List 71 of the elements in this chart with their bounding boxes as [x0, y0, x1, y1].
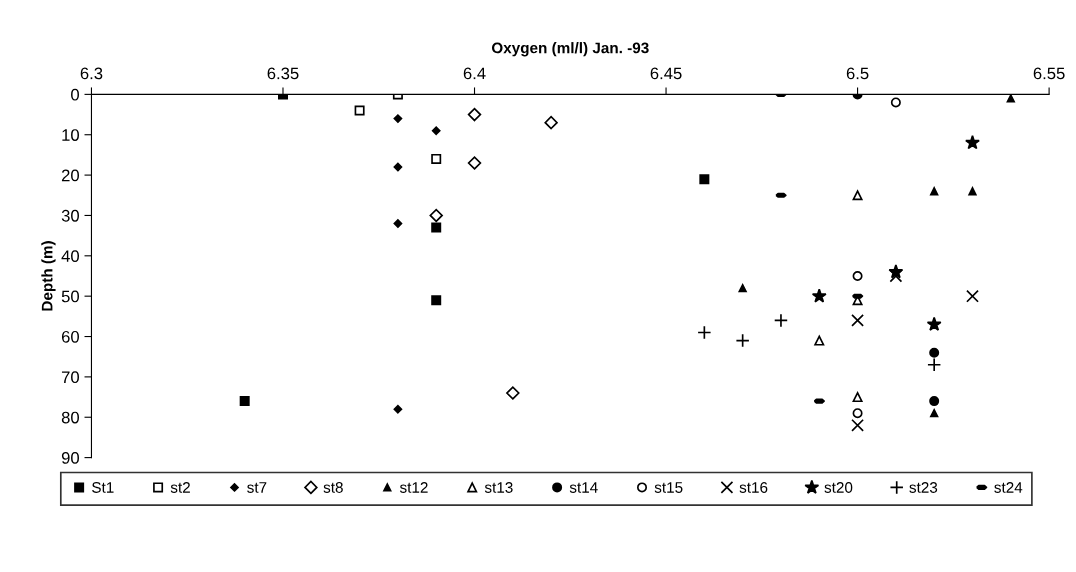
point [1006, 94, 1015, 103]
y-tick-label: 70 [61, 371, 79, 384]
y-tick-label: 10 [62, 129, 79, 141]
point [467, 107, 482, 122]
legend-label: st15 [654, 482, 683, 493]
point [393, 404, 403, 414]
point [393, 162, 403, 172]
legend-label: St1 [92, 482, 114, 493]
x-tick-label: 6.4 [463, 67, 486, 80]
legend-label: st14 [569, 482, 598, 493]
y-tick-label: 50 [61, 290, 79, 303]
legend-label: st2 [170, 482, 190, 493]
point [888, 264, 904, 279]
point [697, 325, 712, 340]
point [239, 396, 250, 407]
point [467, 156, 482, 170]
point [431, 153, 442, 164]
x-tick-label: 6.55 [1033, 67, 1065, 80]
legend-label: st12 [399, 482, 428, 493]
point [852, 190, 863, 201]
y-tick-label: 90 [61, 452, 79, 464]
legend-label: st16 [739, 482, 768, 493]
point [735, 333, 750, 348]
point [431, 295, 442, 306]
y-tick-label: 30 [61, 209, 79, 222]
point [930, 409, 939, 418]
point [431, 222, 442, 233]
point [927, 357, 942, 372]
point [544, 115, 558, 130]
point [890, 97, 901, 108]
y-tick-label: 0 [71, 88, 79, 101]
legend-label: st7 [247, 482, 267, 493]
y-tick-label: 60 [61, 330, 79, 343]
point [852, 392, 863, 403]
legend-label: st13 [484, 482, 513, 493]
x-axis-title: Oxygen (ml/l) Jan. -93 [491, 42, 649, 57]
point [852, 270, 863, 281]
point [393, 114, 403, 123]
point [929, 396, 940, 407]
point [930, 187, 939, 196]
point [851, 313, 864, 327]
legend-label: st20 [824, 482, 853, 493]
legend-label: st23 [909, 482, 938, 493]
point [506, 386, 520, 400]
point [852, 408, 863, 419]
legend-label: st24 [994, 482, 1023, 493]
point [966, 289, 979, 303]
y-tick-label: 80 [61, 411, 79, 424]
point [814, 335, 825, 346]
x-tick-label: 6.3 [80, 67, 103, 80]
point [699, 174, 710, 185]
point [354, 105, 365, 116]
y-tick-label: 40 [61, 250, 79, 263]
point [738, 283, 747, 293]
point [968, 187, 977, 196]
x-tick-label: 6.35 [267, 67, 299, 80]
y-tick-label: 20 [61, 169, 79, 182]
point [851, 418, 864, 432]
point [926, 316, 942, 331]
point [429, 208, 443, 223]
point [889, 269, 903, 283]
point [929, 347, 940, 358]
x-tick-label: 6.5 [846, 67, 869, 80]
y-axis-title: Depth (m) [41, 241, 56, 311]
point [965, 135, 980, 150]
point [393, 219, 403, 228]
x-tick-label: 6.45 [650, 67, 682, 80]
point [773, 313, 789, 328]
point [431, 126, 441, 136]
point [811, 288, 827, 303]
legend-label: st8 [323, 482, 343, 493]
